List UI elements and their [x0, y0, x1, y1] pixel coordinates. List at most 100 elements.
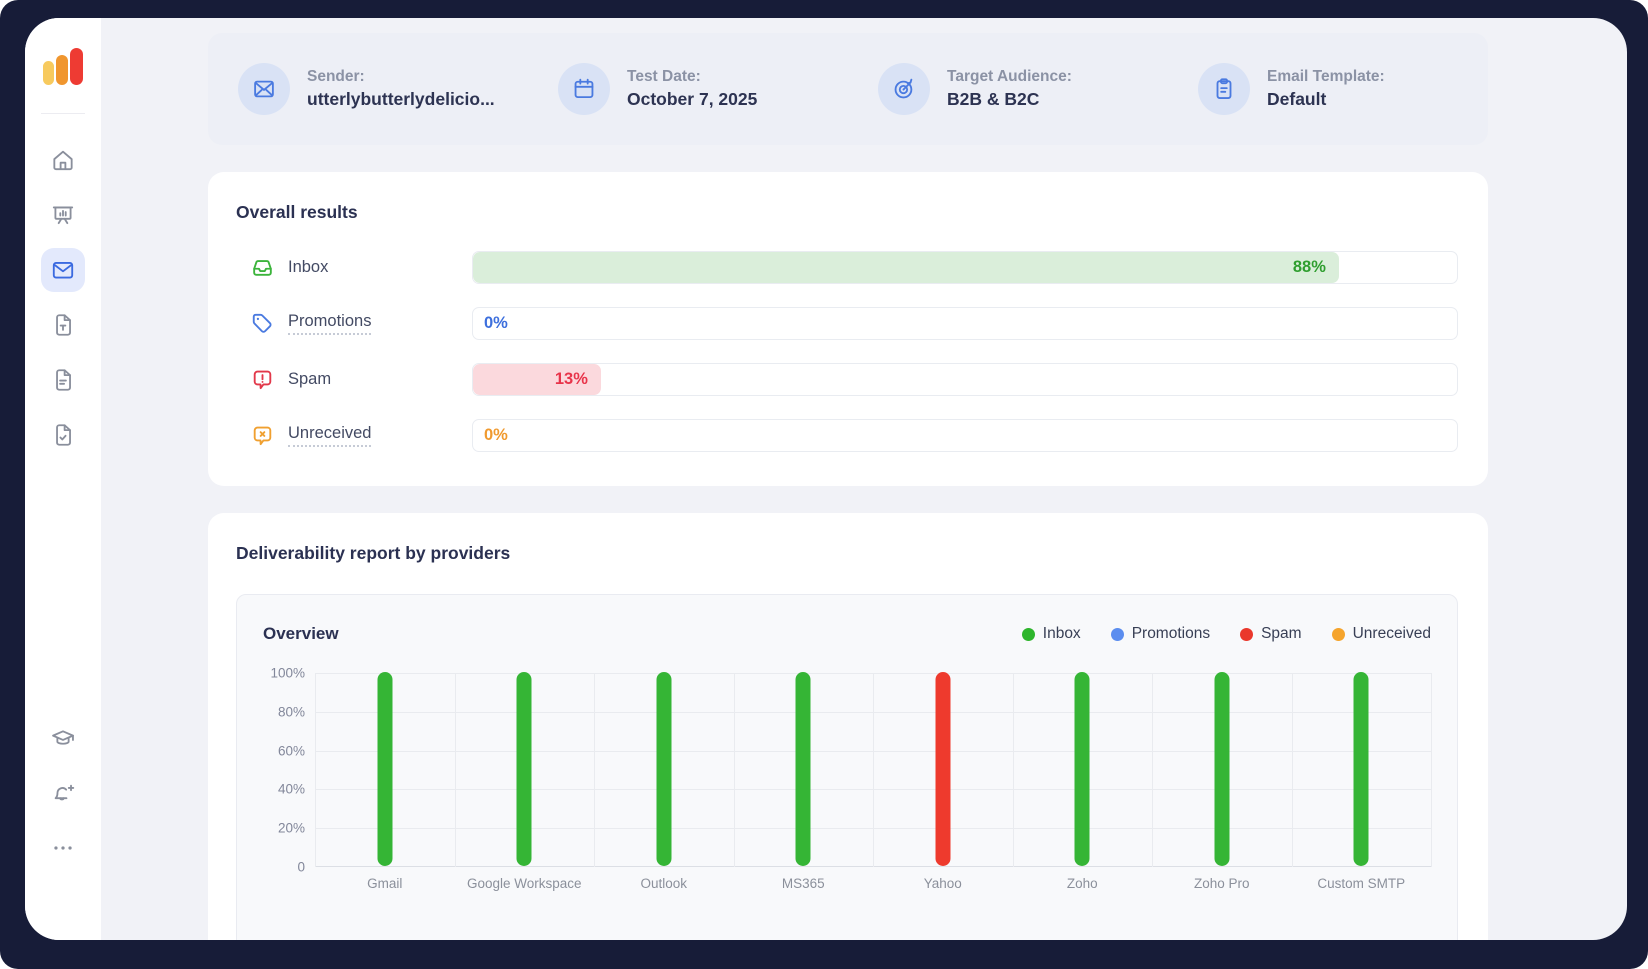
envelope-icon-circle: [238, 63, 290, 115]
gridline-v: [1431, 673, 1432, 867]
x-label-custom-smtp: Custom SMTP: [1317, 876, 1406, 891]
chart-bar-yahoo: [935, 672, 951, 866]
legend-item-unreceived[interactable]: Unreceived: [1331, 625, 1431, 643]
result-bar-unreceived: 0%: [472, 419, 1458, 452]
legend-item-spam[interactable]: Spam: [1240, 625, 1302, 643]
gridline-v: [1152, 673, 1153, 867]
sidebar: [25, 18, 101, 940]
gridline-v: [315, 673, 316, 867]
app-window: Sender: utterlybutterlydelicio... Test Dat…: [25, 18, 1627, 940]
gridline-v: [594, 673, 595, 867]
gridline-v: [454, 673, 456, 867]
chart-bar-outlook: [656, 672, 672, 866]
overall-results-card: Overall results Inbox 88% Promotions 0% Spam…: [208, 172, 1488, 486]
result-row-promotions: Promotions 0%: [236, 307, 1458, 340]
summary-item-label: Target Audience:: [947, 68, 1072, 85]
summary-item-test-date: Test Date: October 7, 2025: [528, 63, 848, 115]
bubble-x-icon: [250, 423, 275, 448]
sidebar-item-email-tests[interactable]: [41, 248, 85, 292]
legend-dot-inbox: [1021, 627, 1035, 641]
target-icon-circle: [878, 63, 930, 115]
file-t-icon: [50, 312, 76, 338]
providers-report-card: Deliverability report by providers Overv…: [208, 513, 1488, 940]
result-label-spam: Spam: [288, 370, 332, 389]
legend-label: Spam: [1261, 625, 1302, 642]
legend-label: Inbox: [1042, 625, 1081, 642]
result-bar-value-unreceived: 0%: [484, 426, 508, 444]
result-row-inbox: Inbox 88%: [236, 251, 1458, 284]
result-label-promotions[interactable]: Promotions: [288, 312, 372, 336]
overview-chart-panel: Overview Inbox Promotions Spam Unreceived 1…: [236, 594, 1458, 940]
envelope-icon: [251, 76, 277, 102]
overall-results-title: Overall results: [236, 202, 358, 222]
legend-label: Promotions: [1131, 625, 1211, 642]
target-icon: [891, 76, 917, 102]
result-row-left-unreceived: Unreceived: [236, 423, 472, 448]
legend-item-promotions[interactable]: Promotions: [1110, 625, 1211, 643]
sidebar-item-documents[interactable]: [41, 358, 85, 402]
summary-item-label: Test Date:: [627, 68, 701, 85]
sidebar-item-reports[interactable]: [41, 193, 85, 237]
summary-item-text: Email Template: Default: [1267, 68, 1385, 110]
app-logo[interactable]: [43, 48, 83, 85]
y-tick-100: 100%: [270, 665, 305, 681]
chart-bar-zoho: [1074, 672, 1090, 866]
summary-item-text: Test Date: October 7, 2025: [627, 68, 757, 110]
summary-item-target-audience: Target Audience: B2B & B2C: [848, 63, 1168, 115]
y-tick-40: 40%: [277, 781, 305, 797]
sidebar-bottom-nav: [41, 716, 85, 870]
sidebar-item-education[interactable]: [41, 716, 85, 760]
y-tick-80: 80%: [277, 704, 305, 720]
x-label-zoho-pro: Zoho Pro: [1193, 876, 1250, 891]
chart-bar-gmail: [377, 672, 393, 866]
gridline-v: [733, 673, 735, 867]
chart-header: Overview Inbox Promotions Spam Unreceived: [263, 621, 1431, 647]
sidebar-item-templates[interactable]: [41, 303, 85, 347]
bell-plus-icon: [50, 780, 76, 806]
result-bar-spam: 13%: [472, 363, 1458, 396]
main-content: Sender: utterlybutterlydelicio... Test Dat…: [101, 18, 1627, 940]
summary-item-value: utterlybutterlydelicio...: [307, 89, 495, 109]
chart-bar-ms365: [795, 672, 811, 866]
summary-item-text: Target Audience: B2B & B2C: [947, 68, 1072, 110]
legend-dot-promotions: [1110, 627, 1124, 641]
sidebar-item-home[interactable]: [41, 138, 85, 182]
clipboard-icon-circle: [1198, 63, 1250, 115]
chart-bar-google-workspace: [516, 672, 532, 866]
result-label-unreceived[interactable]: Unreceived: [288, 424, 372, 448]
sidebar-item-notifications[interactable]: [41, 771, 85, 815]
result-row-unreceived: Unreceived 0%: [236, 419, 1458, 452]
providers-report-title: Deliverability report by providers: [236, 543, 511, 563]
chart-bar-custom-smtp: [1353, 672, 1369, 866]
x-label-outlook: Outlook: [640, 876, 688, 891]
legend-item-inbox[interactable]: Inbox: [1021, 625, 1081, 643]
result-label-inbox: Inbox: [288, 258, 329, 277]
sidebar-item-checklists[interactable]: [41, 413, 85, 457]
legend-dot-spam: [1240, 627, 1254, 641]
result-bar-value-promotions: 0%: [484, 314, 508, 332]
mail-icon: [50, 257, 76, 283]
logo-bar-yellow: [43, 61, 54, 85]
result-row-spam: Spam 13%: [236, 363, 1458, 396]
doc-check-icon: [50, 422, 76, 448]
legend-label: Unreceived: [1352, 625, 1431, 642]
gridline-v: [1291, 673, 1293, 867]
dots-icon: [50, 835, 76, 861]
summary-item-value: Default: [1267, 89, 1327, 109]
legend-dot-unreceived: [1331, 627, 1345, 641]
x-label-zoho: Zoho: [1066, 876, 1098, 891]
summary-item-sender: Sender: utterlybutterlydelicio...: [208, 63, 528, 115]
result-bar-fill-inbox: 88%: [473, 252, 1339, 283]
chart-x-axis: Gmail Google Workspace Outlook MS365 Yahoo Zo…: [315, 876, 1431, 891]
summary-item-text: Sender: utterlybutterlydelicio...: [307, 68, 495, 110]
x-label-yahoo: Yahoo: [923, 876, 962, 891]
tag-icon: [250, 311, 275, 336]
result-bar-fill-spam: 13%: [473, 364, 601, 395]
summary-item-label: Email Template:: [1267, 68, 1385, 85]
presentation-icon: [50, 202, 76, 228]
overall-results-rows: Inbox 88% Promotions 0% Spam 13% Unreceived 0%: [236, 251, 1458, 452]
summary-item-email-template: Email Template: Default: [1168, 63, 1488, 115]
sidebar-item-more-options[interactable]: [41, 826, 85, 870]
providers-bar-chart: 100% 80% 60% 40% 20% 0: [263, 666, 1432, 875]
logo-bar-red: [70, 48, 83, 85]
